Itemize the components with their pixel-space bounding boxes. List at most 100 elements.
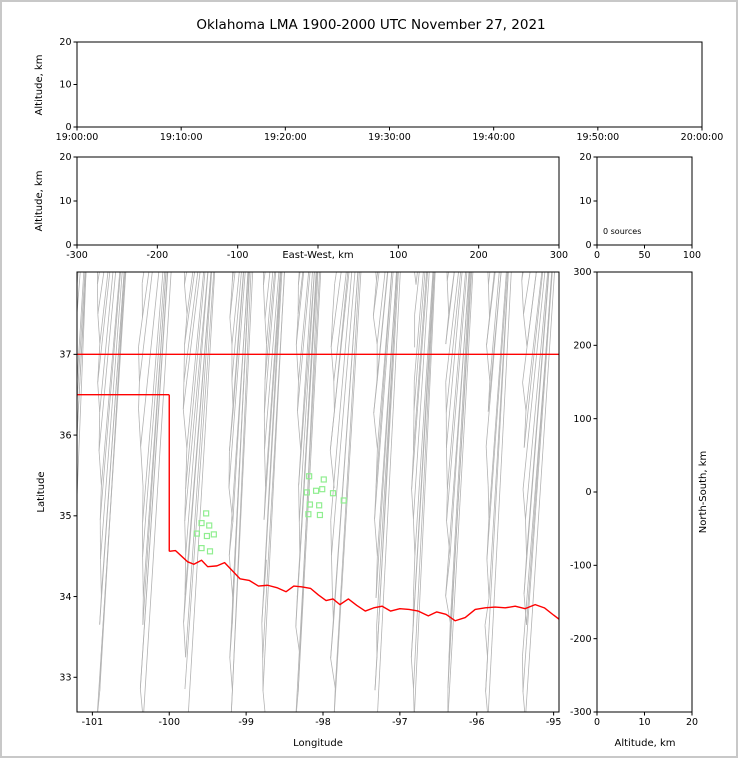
county-line bbox=[298, 521, 301, 558]
lma-source-point bbox=[206, 548, 214, 555]
county-line bbox=[413, 272, 426, 411]
county-line bbox=[229, 272, 236, 319]
map-ylabel: Latitude bbox=[36, 471, 47, 512]
county-line bbox=[231, 380, 234, 411]
county-line bbox=[488, 272, 491, 285]
y-tick-label: 0 bbox=[585, 487, 591, 498]
county-line bbox=[264, 272, 280, 450]
county-line bbox=[263, 272, 283, 597]
x-tick-label: 50 bbox=[638, 250, 650, 261]
county-line bbox=[446, 272, 463, 449]
county-line bbox=[184, 272, 212, 596]
x-tick-label: 19:20:00 bbox=[264, 132, 307, 143]
county-line bbox=[414, 272, 417, 285]
x-tick-label: 20:00:00 bbox=[681, 132, 724, 143]
red-river-south-border bbox=[169, 549, 559, 622]
county-line bbox=[261, 622, 264, 658]
county-line bbox=[64, 689, 68, 720]
y-tick-label: 100 bbox=[573, 414, 591, 425]
county-line bbox=[182, 409, 188, 449]
county-line bbox=[375, 272, 393, 488]
county-line bbox=[446, 280, 450, 315]
county-line bbox=[568, 250, 573, 284]
county-line bbox=[185, 448, 188, 490]
county-line bbox=[446, 272, 448, 281]
county-line bbox=[233, 2, 263, 248]
county-line bbox=[266, 272, 274, 345]
county-line bbox=[232, 272, 250, 597]
county-line bbox=[186, 272, 205, 449]
lma-source-point bbox=[198, 545, 205, 552]
county-line bbox=[100, 272, 121, 486]
county-line bbox=[485, 272, 509, 692]
county-line bbox=[521, 280, 524, 315]
county-line bbox=[446, 2, 486, 251]
county-line bbox=[487, 2, 525, 248]
x-tick-label: 19:00:00 bbox=[56, 132, 99, 143]
county-line bbox=[449, 272, 471, 623]
county-line bbox=[232, 272, 252, 691]
county-line bbox=[297, 272, 322, 692]
county-line bbox=[377, 272, 401, 712]
lma-source-point bbox=[198, 519, 205, 527]
county-line bbox=[374, 2, 412, 248]
county-line bbox=[486, 345, 491, 382]
county-line bbox=[413, 272, 427, 451]
y-tick-label: 33 bbox=[59, 672, 71, 683]
county-line bbox=[415, 272, 418, 285]
county-line bbox=[299, 272, 317, 558]
county-line bbox=[414, 272, 434, 556]
county-line bbox=[412, 272, 435, 627]
county-line bbox=[228, 272, 246, 488]
county-line bbox=[487, 272, 512, 712]
county-line bbox=[298, 485, 300, 522]
county-line bbox=[263, 272, 282, 520]
plan-view-map-panel: -101 -100 -99 -98 -97 -96 -95 33 34 35 36 37 bbox=[59, 2, 573, 728]
county-line bbox=[413, 272, 424, 382]
county-line bbox=[66, 519, 68, 555]
y-tick-label: 20 bbox=[579, 152, 591, 163]
county-line bbox=[445, 272, 459, 383]
county-line bbox=[100, 272, 126, 657]
x-tick-label: 0 bbox=[594, 717, 600, 728]
county-line bbox=[297, 411, 302, 450]
county-line bbox=[523, 272, 550, 595]
county-line bbox=[376, 272, 398, 626]
county-line bbox=[264, 318, 267, 345]
lma-source-point bbox=[306, 473, 313, 480]
y-tick-label: 0 bbox=[585, 240, 591, 251]
y-tick-label: 35 bbox=[59, 511, 71, 522]
lma-source-point bbox=[340, 497, 347, 504]
county-line bbox=[375, 272, 377, 281]
county-line bbox=[140, 272, 160, 447]
county-line bbox=[138, 317, 143, 347]
lma-source-point bbox=[203, 532, 211, 540]
county-line bbox=[264, 272, 276, 380]
county-line bbox=[98, 450, 102, 486]
county-line bbox=[228, 555, 234, 597]
county-line bbox=[229, 272, 244, 452]
county-line bbox=[330, 658, 336, 689]
x-tick-label: -101 bbox=[82, 717, 104, 728]
county-line bbox=[485, 691, 488, 712]
y-tick-label: -200 bbox=[570, 634, 592, 645]
county-line bbox=[139, 272, 153, 382]
map-layers bbox=[64, 2, 573, 720]
x-tick-label: 100 bbox=[389, 250, 407, 261]
lma-source-point bbox=[312, 487, 320, 494]
county-line bbox=[485, 446, 489, 486]
county-line bbox=[522, 691, 526, 712]
county-line bbox=[487, 272, 489, 285]
county-line bbox=[99, 272, 121, 520]
lma-source-point bbox=[329, 490, 337, 497]
x-tick-label: -98 bbox=[315, 717, 331, 728]
county-line bbox=[486, 272, 508, 560]
county-line bbox=[523, 594, 527, 625]
x-tick-label: -97 bbox=[392, 717, 408, 728]
county-line bbox=[484, 597, 490, 626]
county-line bbox=[411, 272, 428, 490]
county-line bbox=[229, 317, 233, 345]
county-line bbox=[485, 272, 502, 447]
